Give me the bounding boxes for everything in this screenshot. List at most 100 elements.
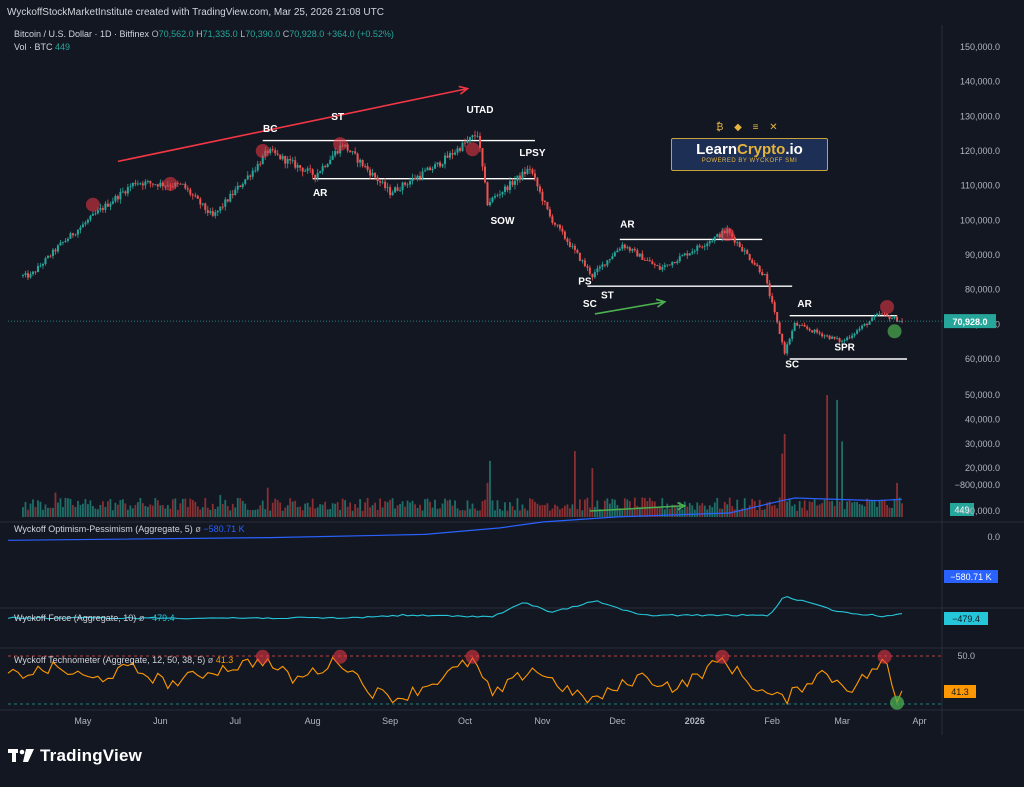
techno-legend[interactable]: Wyckoff Technometer (Aggregate, 12, 50, … [14,655,233,665]
candle-body [294,160,297,168]
volume-bar [69,498,72,517]
volume-bar [171,499,174,517]
candle-body [99,208,102,211]
candle-body [876,313,879,317]
volume-bar [79,504,82,517]
volume-bar [529,498,531,517]
volume-bar [351,510,354,517]
volume-bar [868,500,871,517]
volume-bar [456,508,459,517]
candle-body [706,243,709,247]
candle-body [249,175,252,177]
candle-body [91,213,94,216]
candle-body [666,264,669,266]
volume-bar [564,505,566,517]
volume-bar [119,500,122,517]
red-event-marker [333,137,348,152]
candle-body [878,313,881,315]
volume-bar [296,507,299,517]
candle-body [96,210,99,214]
volume-bar [796,510,799,517]
candle-body [586,266,589,268]
volume-bar [229,510,232,517]
volume-bar [728,497,731,517]
volume-bar [813,499,816,517]
candle-body [633,248,636,251]
volume-bar [339,509,342,517]
symbol-legend[interactable]: Bitcoin / U.S. Dollar · 1D · Bitfinex O7… [14,29,394,39]
volume-bar [573,451,576,517]
volume-bar [826,395,829,517]
candle-body [671,261,674,266]
candle-body [291,160,294,162]
force-legend[interactable]: Wyckoff Force (Aggregate, 10) ø −479.4 [14,613,175,623]
candle-body [493,196,496,198]
candle-body [449,153,452,158]
technometer-red-marker [255,649,270,664]
candle-body [254,170,257,172]
op-green-arrow [589,505,685,512]
candle-body [251,170,254,177]
volume-bar [204,497,207,517]
volume-bar [189,498,192,517]
volume-bar [536,503,539,517]
op-legend[interactable]: Wyckoff Optimism-Pessimism (Aggregate, 5… [14,524,245,534]
candle-body [376,177,379,182]
volume-bar [97,509,99,517]
candle-body [598,266,601,269]
volume-bar [738,509,741,517]
candle-body [221,206,224,208]
volume-bar [736,499,739,517]
candle-body [256,163,259,171]
candle-body [781,333,784,343]
candle-body [366,165,369,170]
candle-body [713,236,716,241]
volume-bar [788,499,791,517]
volume-bar [164,508,167,517]
candle-body [144,181,147,186]
candle-body [578,252,581,261]
candle-body [129,186,132,188]
volume-bar [32,499,34,517]
candle-body [81,224,84,228]
candle-body [286,158,289,164]
candle-body [356,153,359,163]
volume-bar [888,507,891,517]
volume-bar [396,505,399,517]
tradingview-logo[interactable]: TradingView [8,746,142,766]
candle-body [616,250,619,253]
candle-body [733,237,736,243]
volume-bar [87,504,89,517]
volume-bar [509,502,511,517]
volume-bar [246,509,249,517]
time-axis-label: 2026 [685,716,705,726]
candle-body [501,191,504,195]
volume-bar [154,498,157,517]
candle-body [431,168,434,171]
volume-bar [843,509,846,517]
volume-bar [803,500,806,517]
candle-body [736,242,739,244]
candle-body [421,171,424,179]
volume-bar [399,504,401,517]
candle-body [841,340,844,342]
volume-bar [828,501,831,517]
volume-bar [841,441,844,517]
ohlc-open: 70,562.0 [158,29,194,39]
candle-body [478,135,481,148]
volume-bar [291,501,294,517]
volume-bar [591,468,594,517]
learncrypto-badge: LearnCrypto.io POWERED BY WYCKOFF SMI [671,138,828,171]
volume-bar [596,500,599,517]
volume-bar [311,498,314,517]
price-tick-label: 60,000.0 [965,354,1000,364]
optimism-pessimism-line [7,497,903,541]
arrow-head [655,298,667,308]
volume-legend[interactable]: Vol · BTC 449 [14,42,70,52]
candle-body [56,245,59,252]
technometer-tick-label: 50.0 [957,651,975,661]
candle-body [566,238,569,242]
candle-body [124,191,127,194]
candle-body [806,326,809,329]
